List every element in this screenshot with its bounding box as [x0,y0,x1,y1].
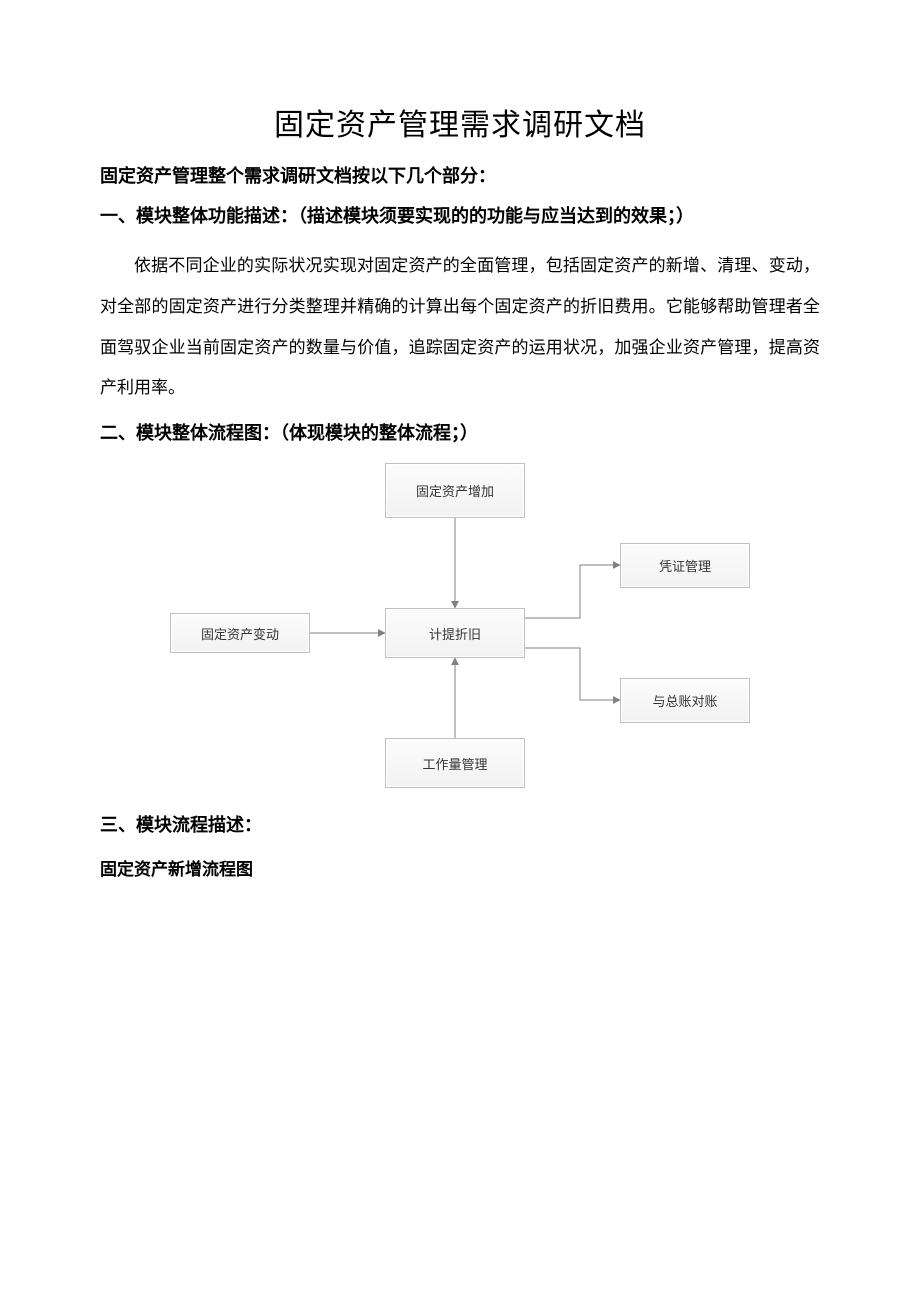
section1-body: 依据不同企业的实际状况实现对固定资产的全面管理，包括固定资产的新增、清理、变动，… [100,246,820,409]
page-title: 固定资产管理需求调研文档 [100,100,820,144]
flowchart-edge-3 [525,565,620,618]
section3-sub: 固定资产新增流程图 [100,855,820,880]
section1-heading: 一、模块整体功能描述：（描述模块须要实现的的功能与应当达到的效果；） [100,202,820,228]
flowchart-node-voucher: 凭证管理 [620,543,750,588]
flowchart-node-ledger: 与总账对账 [620,678,750,723]
intro-line: 固定资产管理整个需求调研文档按以下几个部分： [100,162,820,188]
flowchart: 固定资产增加固定资产变动 计提折旧 凭证管理与总账对账工作量管理 [160,463,760,793]
section3-heading: 三、模块流程描述： [100,811,820,837]
flowchart-node-change: 固定资产变动 [170,613,310,653]
flowchart-node-center: 计提折旧 [385,608,525,658]
flowchart-edge-4 [525,648,620,700]
flowchart-node-workload: 工作量管理 [385,738,525,788]
flowchart-container: 固定资产增加固定资产变动 计提折旧 凭证管理与总账对账工作量管理 [100,463,820,793]
flowchart-node-add: 固定资产增加 [385,463,525,518]
section2-heading: 二、模块整体流程图：（体现模块的整体流程；） [100,419,820,445]
